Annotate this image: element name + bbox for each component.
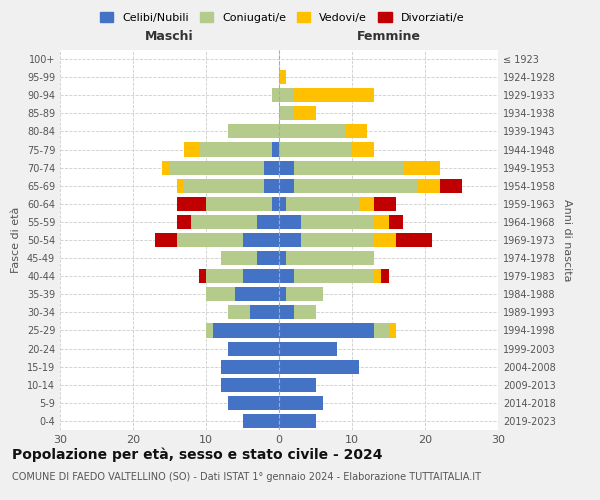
Bar xyxy=(403,160,440,174)
Bar xyxy=(396,233,432,247)
Bar xyxy=(381,269,389,283)
Bar xyxy=(279,287,286,302)
Bar xyxy=(279,233,301,247)
Legend: Celibi/Nubili, Coniugati/e, Vedovi/e, Divorziati/e: Celibi/Nubili, Coniugati/e, Vedovi/e, Di… xyxy=(95,8,469,28)
Bar xyxy=(265,160,279,174)
Bar xyxy=(293,106,316,120)
Bar xyxy=(272,142,279,156)
Bar xyxy=(279,342,337,355)
Text: Femmine: Femmine xyxy=(356,30,421,43)
Bar xyxy=(235,287,279,302)
Bar xyxy=(279,306,293,320)
Bar xyxy=(221,251,257,265)
Bar xyxy=(206,269,242,283)
Bar xyxy=(228,306,250,320)
Bar xyxy=(293,88,374,102)
Bar xyxy=(257,251,279,265)
Bar xyxy=(250,306,279,320)
Bar xyxy=(286,287,323,302)
Bar xyxy=(352,142,374,156)
Y-axis label: Anni di nascita: Anni di nascita xyxy=(562,198,572,281)
Bar xyxy=(184,142,199,156)
Bar xyxy=(293,160,403,174)
Bar xyxy=(191,215,257,229)
Bar xyxy=(184,178,265,193)
Bar xyxy=(301,233,374,247)
Bar xyxy=(279,142,352,156)
Bar xyxy=(206,324,214,338)
Bar xyxy=(228,342,279,355)
Bar xyxy=(440,178,461,193)
Bar xyxy=(279,360,359,374)
Bar xyxy=(344,124,367,138)
Bar xyxy=(374,324,389,338)
Bar xyxy=(374,197,396,211)
Bar xyxy=(242,233,279,247)
Bar xyxy=(279,197,286,211)
Bar xyxy=(374,233,396,247)
Bar xyxy=(279,414,316,428)
Bar xyxy=(257,215,279,229)
Bar xyxy=(228,124,279,138)
Bar xyxy=(221,360,279,374)
Bar xyxy=(221,378,279,392)
Bar xyxy=(242,414,279,428)
Bar xyxy=(177,233,242,247)
Bar xyxy=(279,324,374,338)
Y-axis label: Fasce di età: Fasce di età xyxy=(11,207,21,273)
Bar xyxy=(214,324,279,338)
Bar xyxy=(265,178,279,193)
Bar xyxy=(418,178,440,193)
Bar xyxy=(374,215,389,229)
Bar xyxy=(279,106,293,120)
Bar xyxy=(359,197,374,211)
Bar xyxy=(177,197,206,211)
Bar xyxy=(301,215,374,229)
Bar xyxy=(293,269,374,283)
Bar xyxy=(206,197,272,211)
Bar xyxy=(199,142,272,156)
Bar xyxy=(272,88,279,102)
Bar xyxy=(279,124,344,138)
Bar xyxy=(162,160,170,174)
Bar xyxy=(293,306,316,320)
Bar xyxy=(279,178,293,193)
Text: COMUNE DI FAEDO VALTELLINO (SO) - Dati ISTAT 1° gennaio 2024 - Elaborazione TUTT: COMUNE DI FAEDO VALTELLINO (SO) - Dati I… xyxy=(12,472,481,482)
Bar xyxy=(286,197,359,211)
Bar xyxy=(228,396,279,410)
Bar xyxy=(242,269,279,283)
Bar xyxy=(286,251,374,265)
Bar xyxy=(389,324,396,338)
Bar xyxy=(279,70,286,84)
Bar xyxy=(177,215,191,229)
Bar xyxy=(279,215,301,229)
Bar xyxy=(279,160,293,174)
Text: Maschi: Maschi xyxy=(145,30,194,43)
Bar xyxy=(279,88,293,102)
Text: Popolazione per età, sesso e stato civile - 2024: Popolazione per età, sesso e stato civil… xyxy=(12,448,383,462)
Bar xyxy=(293,178,418,193)
Bar xyxy=(279,251,286,265)
Bar xyxy=(177,178,184,193)
Bar xyxy=(374,269,381,283)
Bar xyxy=(279,396,323,410)
Bar xyxy=(169,160,265,174)
Bar xyxy=(389,215,403,229)
Bar xyxy=(199,269,206,283)
Bar xyxy=(279,269,293,283)
Bar xyxy=(279,378,316,392)
Bar xyxy=(155,233,177,247)
Bar xyxy=(272,197,279,211)
Bar xyxy=(206,287,235,302)
